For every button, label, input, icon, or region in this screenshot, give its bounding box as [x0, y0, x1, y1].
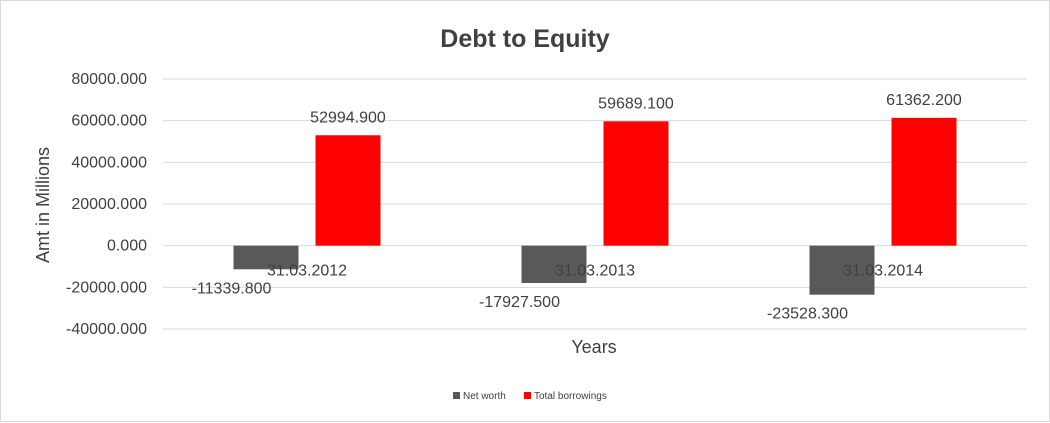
chart-title: Debt to Equity: [440, 25, 610, 53]
net-worth-bar: [809, 245, 875, 295]
y-axis-ticks: 80000.000 60000.000 40000.000 20000.000 0.00…: [66, 71, 147, 338]
y-tick-label: 40000.000: [71, 154, 147, 171]
y-tick-label: -40000.000: [66, 321, 147, 338]
x-category-label: 31.03.2012: [267, 263, 347, 280]
bars: [233, 117, 957, 295]
gridlines: [163, 78, 1027, 330]
legend: Net worth Total borrowings: [453, 391, 607, 402]
total-borrowings-bar: [603, 121, 669, 246]
y-tick-label: 20000.000: [71, 196, 147, 213]
x-axis-categories: 31.03.2012 31.03.2013 31.03.2014: [267, 263, 923, 280]
total-borrowings-data-label: 61362.200: [886, 92, 962, 109]
total-borrowings-data-label: 59689.100: [598, 95, 674, 112]
legend-swatch-net-worth: [453, 392, 460, 399]
net-worth-data-label: -11339.800: [192, 280, 272, 297]
legend-swatch-total-borrowings: [524, 392, 531, 399]
legend-label-net-worth: Net worth: [463, 391, 506, 402]
x-category-label: 31.03.2013: [555, 263, 635, 280]
x-axis-title: Years: [571, 337, 616, 357]
y-axis-title: Amt in Millions: [33, 147, 53, 263]
total-borrowings-data-label: 52994.900: [310, 109, 386, 126]
total-borrowings-bar: [315, 135, 381, 246]
x-category-label: 31.03.2014: [843, 263, 923, 280]
total-borrowings-bar: [891, 117, 957, 246]
data-labels: -11339.800 52994.900 -17927.500 59689.100 -2…: [192, 92, 962, 323]
net-worth-data-label: -17927.500: [479, 294, 560, 311]
y-tick-label: 60000.000: [71, 113, 147, 130]
net-worth-data-label: -23528.300: [767, 306, 848, 323]
net-worth-bar: [233, 245, 299, 270]
y-tick-label: 80000.000: [71, 71, 147, 88]
y-tick-label: -20000.000: [66, 279, 147, 296]
y-tick-label: 0.000: [107, 238, 147, 255]
net-worth-bar: [521, 245, 587, 284]
legend-label-total-borrowings: Total borrowings: [534, 391, 607, 402]
